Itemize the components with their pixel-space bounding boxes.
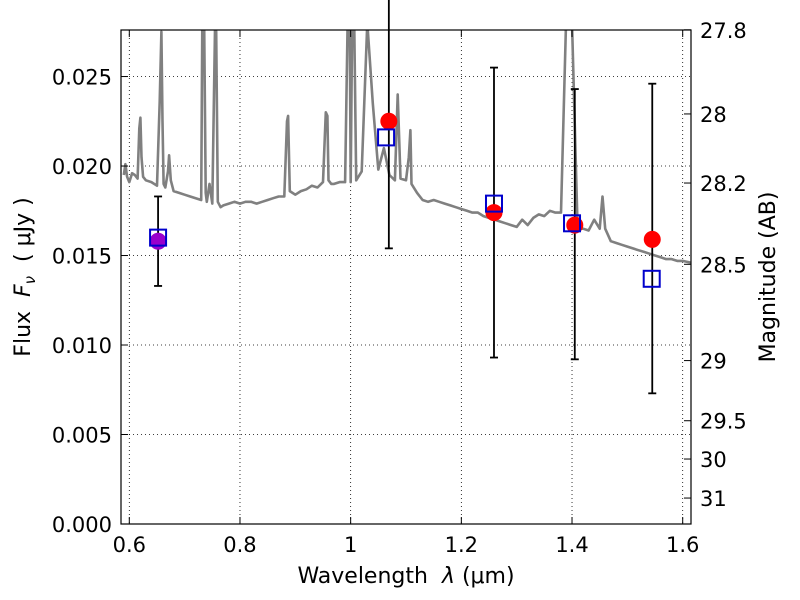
y-axis-title: Flux Fν ( μJy ) — [11, 197, 39, 356]
y2-tick-label: 29 — [700, 350, 727, 374]
x-tick-label: 0.8 — [223, 533, 256, 557]
x-tick-label: 1 — [344, 533, 357, 557]
y-tick-label: 0.005 — [52, 424, 112, 448]
y-tick-label: 0.010 — [52, 334, 112, 358]
observed-point — [380, 112, 398, 130]
ticks: 0.6 0.8 1 1.2 1.4 1.6 0.000 0.005 0.010 0.015 0.02… — [52, 19, 747, 557]
model-photometry-point — [377, 128, 396, 147]
model-photometry-point — [642, 269, 661, 288]
y-tick-label: 0.015 — [52, 245, 112, 269]
x-axis-title: Wavelength λ (μm) — [297, 564, 514, 589]
observed-point — [149, 232, 167, 250]
y2-tick-label: 30 — [700, 448, 727, 472]
y-axis-title-symbol: F — [11, 284, 36, 297]
y-tick-label: 0.020 — [52, 155, 112, 179]
x-axis-title-lambda: λ — [441, 564, 455, 589]
y-tick-label: 0.000 — [52, 513, 112, 537]
y-axis-title-unit: ( μJy ) — [11, 197, 36, 276]
observed-point — [643, 230, 661, 248]
y2-tick-label: 27.8 — [700, 19, 747, 43]
model-photometry-points — [149, 128, 661, 288]
sed-model-line — [122, 30, 691, 264]
x-tick-label: 0.6 — [113, 533, 146, 557]
x-axis-title-prefix: Wavelength — [297, 564, 442, 589]
observed-point — [566, 216, 584, 234]
y-tick-label: 0.025 — [52, 66, 112, 90]
model-photometry-point — [563, 214, 582, 233]
y-axis-title-subscript: ν — [21, 276, 39, 284]
y2-tick-label: 28.2 — [700, 172, 747, 196]
sed-model-layer — [122, 30, 691, 264]
plot-background — [121, 30, 691, 524]
y2-axis-title: Magnitude (AB) — [756, 192, 781, 363]
x-tick-label: 1.2 — [445, 533, 478, 557]
plot-frame — [120, 29, 692, 525]
x-axis-title-unit: (μm) — [455, 564, 515, 589]
y2-tick-label: 31 — [700, 487, 727, 511]
x-tick-label: 1.4 — [555, 533, 588, 557]
y2-tick-label: 29.5 — [700, 410, 747, 434]
y2-tick-label: 28.5 — [700, 253, 747, 277]
model-photometry-point — [484, 194, 503, 213]
x-tick-label: 1.6 — [666, 533, 699, 557]
y-axis-title-prefix: Flux — [11, 297, 36, 357]
model-photometry-point — [149, 228, 168, 247]
y2-tick-label: 28 — [700, 103, 727, 127]
